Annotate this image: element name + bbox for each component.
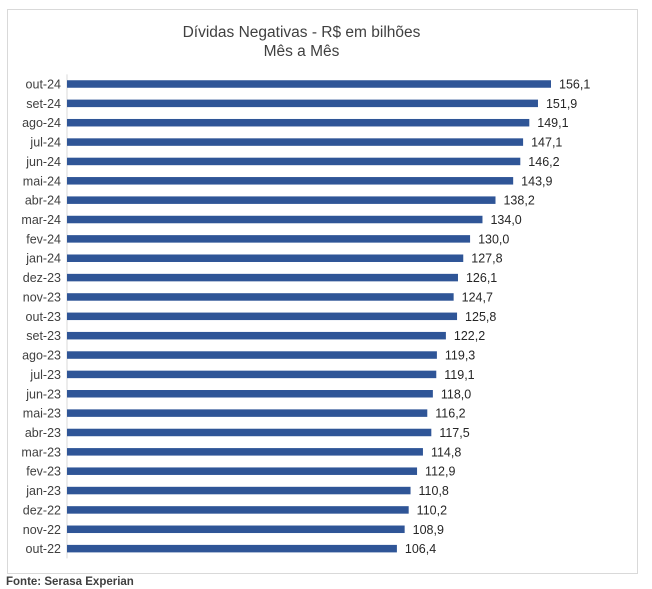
category-label: mar-24 bbox=[21, 213, 61, 227]
bar bbox=[67, 409, 428, 417]
category-label: out-22 bbox=[26, 542, 61, 556]
category-label: jun-23 bbox=[25, 387, 61, 401]
category-label: mai-23 bbox=[23, 407, 61, 421]
bar bbox=[67, 196, 496, 204]
category-label: fev-24 bbox=[26, 232, 61, 246]
bar bbox=[67, 312, 458, 321]
category-label: mar-23 bbox=[21, 445, 61, 459]
category-label: out-23 bbox=[26, 310, 61, 324]
bar bbox=[67, 254, 464, 262]
chart-title: Dívidas Negativas - R$ em bilhões bbox=[182, 24, 421, 41]
data-label: 117,5 bbox=[439, 426, 469, 440]
bar bbox=[67, 80, 551, 88]
category-label: set-24 bbox=[26, 97, 61, 111]
category-label: dez-23 bbox=[23, 271, 61, 285]
category-label: abr-23 bbox=[25, 426, 61, 440]
data-label: 110,2 bbox=[417, 503, 447, 517]
bar bbox=[67, 390, 433, 398]
bar bbox=[67, 293, 454, 301]
data-label: 134,0 bbox=[490, 213, 521, 227]
chart-subtitle: Mês a Mês bbox=[263, 43, 340, 60]
bar bbox=[67, 351, 437, 359]
data-label: 127,8 bbox=[471, 252, 502, 266]
category-label: jun-24 bbox=[25, 155, 61, 169]
category-label: out-24 bbox=[26, 78, 61, 92]
category-label: jan-23 bbox=[25, 484, 61, 498]
bar bbox=[67, 486, 411, 495]
data-label: 146,2 bbox=[528, 155, 559, 169]
bar bbox=[67, 215, 483, 224]
category-label: mai-24 bbox=[23, 174, 61, 188]
data-label: 126,1 bbox=[466, 271, 497, 285]
bar bbox=[67, 99, 538, 108]
data-label: 125,8 bbox=[465, 310, 496, 324]
category-label: set-23 bbox=[26, 329, 61, 343]
category-label: ago-23 bbox=[22, 349, 61, 363]
data-label: 114,8 bbox=[431, 445, 461, 459]
bar bbox=[67, 118, 530, 127]
bar bbox=[67, 331, 446, 340]
data-label: 119,3 bbox=[445, 349, 475, 363]
data-label: 156,1 bbox=[559, 78, 590, 92]
data-label: 112,9 bbox=[425, 465, 455, 479]
bar bbox=[67, 448, 423, 456]
data-label: 118,0 bbox=[441, 387, 471, 401]
data-label: 138,2 bbox=[503, 194, 534, 208]
data-label: 116,2 bbox=[435, 407, 465, 421]
category-label: ago-24 bbox=[22, 116, 61, 130]
category-label: nov-23 bbox=[23, 290, 61, 304]
category-label: fev-23 bbox=[26, 465, 61, 479]
category-label: jul-23 bbox=[29, 368, 61, 382]
data-label: 147,1 bbox=[531, 136, 562, 150]
category-label: dez-22 bbox=[23, 503, 61, 517]
bar bbox=[67, 428, 432, 437]
bar bbox=[67, 157, 521, 166]
data-label: 124,7 bbox=[462, 290, 493, 304]
bar-chart: out-24 156,1 set-24 151,9 ago-24 149,1 jul-24 1… bbox=[21, 74, 590, 559]
bar bbox=[67, 177, 514, 185]
data-label: 110,8 bbox=[419, 484, 449, 498]
data-label: 130,0 bbox=[478, 232, 509, 246]
bar bbox=[67, 235, 471, 243]
data-label: 106,4 bbox=[405, 542, 436, 556]
bar bbox=[67, 525, 405, 534]
bar bbox=[67, 544, 397, 553]
category-label: nov-22 bbox=[23, 523, 61, 537]
data-label: 119,1 bbox=[444, 368, 474, 382]
bar bbox=[67, 467, 418, 475]
source-note: Fonte: Serasa Experian bbox=[6, 576, 134, 588]
category-label: jul-24 bbox=[29, 136, 61, 150]
bar bbox=[67, 506, 409, 514]
bar bbox=[67, 138, 524, 146]
bar bbox=[67, 273, 458, 282]
data-label: 149,1 bbox=[537, 116, 568, 130]
data-label: 151,9 bbox=[546, 97, 577, 111]
bar bbox=[67, 370, 437, 379]
category-label: abr-24 bbox=[25, 194, 61, 208]
data-label: 122,2 bbox=[454, 329, 485, 343]
category-label: jan-24 bbox=[25, 252, 61, 266]
data-label: 108,9 bbox=[413, 523, 444, 537]
data-label: 143,9 bbox=[521, 174, 552, 188]
chart-frame: Dívidas Negativas - R$ em bilhões Mês a … bbox=[7, 9, 638, 574]
